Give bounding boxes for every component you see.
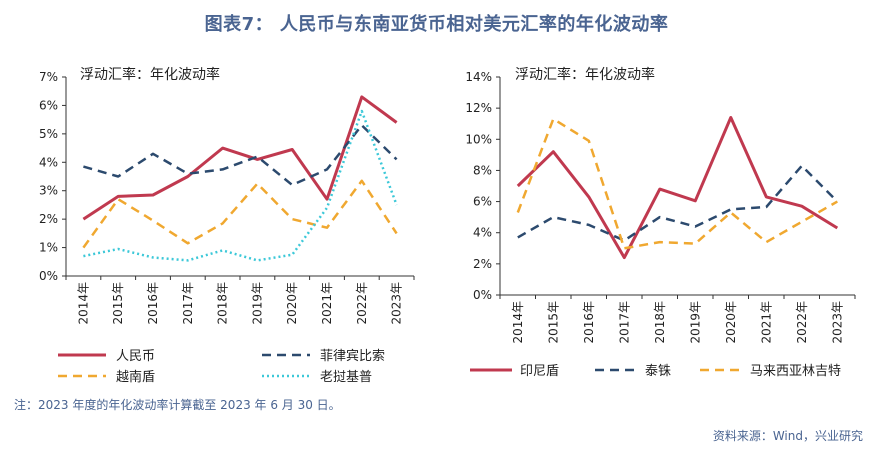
chart2-y-tick-label: 12% bbox=[465, 101, 492, 115]
chart2-x-tick-label: 2020年 bbox=[724, 301, 738, 344]
chart1-title: 浮动汇率：年化波动率 bbox=[80, 66, 220, 83]
chart2-x-tick-label: 2016年 bbox=[582, 301, 596, 344]
chart2-x-tick-label: 2014年 bbox=[511, 301, 525, 344]
chart1-x-tick-label: 2015年 bbox=[111, 282, 125, 325]
chart1-legend-label-3: 越南盾 bbox=[116, 369, 155, 385]
chart1-y-tick-label: 0% bbox=[39, 269, 58, 283]
chart2-legend-label-3: 马来西亚林吉特 bbox=[750, 364, 841, 379]
chart2-y-tick-label: 6% bbox=[473, 195, 492, 209]
chart1-legend-label-2: 菲律宾比索 bbox=[320, 348, 385, 364]
figure-title: 图表7： 人民币与东南亚货币相对美元汇率的年化波动率 bbox=[204, 14, 669, 35]
chart1-y-tick-label: 4% bbox=[39, 155, 58, 169]
footnote: 注：2023 年度的年化波动率计算截至 2023 年 6 月 30 日。 bbox=[14, 398, 341, 412]
chart2-x-tick-label: 2017年 bbox=[617, 301, 631, 344]
chart1-x-tick-label: 2014年 bbox=[76, 282, 90, 325]
chart1-y-tick-label: 6% bbox=[39, 98, 58, 112]
chart1-x-tick-label: 2018年 bbox=[216, 282, 230, 325]
chart1-y-tick-label: 1% bbox=[39, 241, 58, 255]
chart1-series-line-4 bbox=[83, 109, 398, 262]
chart2-legend-label-2: 泰铢 bbox=[645, 363, 671, 379]
chart1-legend-label-4: 老挝基普 bbox=[320, 370, 372, 385]
chart2-legend-label-1: 印尼盾 bbox=[520, 364, 559, 379]
chart1-x-tick-label: 2021年 bbox=[320, 282, 334, 325]
chart2-y-tick-label: 14% bbox=[465, 70, 492, 84]
chart1-x-tick-label: 2017年 bbox=[181, 282, 195, 325]
chart2-x-tick-label: 2021年 bbox=[759, 301, 773, 344]
chart2-y-tick-label: 0% bbox=[473, 288, 492, 302]
chart1-y-tick-label: 7% bbox=[39, 70, 58, 84]
chart1-x-tick-label: 2022年 bbox=[355, 282, 369, 325]
chart1-y-tick-label: 5% bbox=[39, 127, 58, 141]
chart2-series-line-3 bbox=[516, 117, 838, 250]
source-note: 资料来源：Wind，兴业研究 bbox=[712, 429, 863, 443]
chart1-legend-label-1: 人民币 bbox=[116, 349, 155, 364]
chart2-y-tick-label: 4% bbox=[473, 226, 492, 240]
chart1-y-tick-label: 2% bbox=[39, 212, 58, 226]
chart1-series-line-1 bbox=[82, 95, 398, 221]
chart1-y-tick-label: 3% bbox=[39, 184, 58, 198]
chart1-x-tick-label: 2016年 bbox=[146, 282, 160, 325]
chart2-x-tick-label: 2018年 bbox=[653, 301, 667, 344]
chart2-x-tick-label: 2015年 bbox=[546, 301, 560, 344]
chart1-x-tick-label: 2020年 bbox=[285, 282, 299, 325]
chart1-series-line-3 bbox=[82, 179, 398, 249]
chart2-y-tick-label: 2% bbox=[473, 257, 492, 271]
chart2-y-tick-label: 8% bbox=[473, 163, 492, 177]
chart1-series-line-2 bbox=[83, 124, 398, 187]
chart2-x-tick-label: 2019年 bbox=[688, 301, 702, 344]
chart1-x-tick-label: 2023年 bbox=[390, 282, 404, 325]
chart2-y-tick-label: 10% bbox=[465, 132, 492, 146]
chart2-x-tick-label: 2023年 bbox=[830, 301, 844, 344]
chart1-x-tick-label: 2019年 bbox=[250, 282, 264, 325]
chart2-title: 浮动汇率：年化波动率 bbox=[515, 66, 655, 83]
chart2-series-line-1 bbox=[516, 116, 839, 260]
chart2-x-tick-label: 2022年 bbox=[795, 301, 809, 344]
